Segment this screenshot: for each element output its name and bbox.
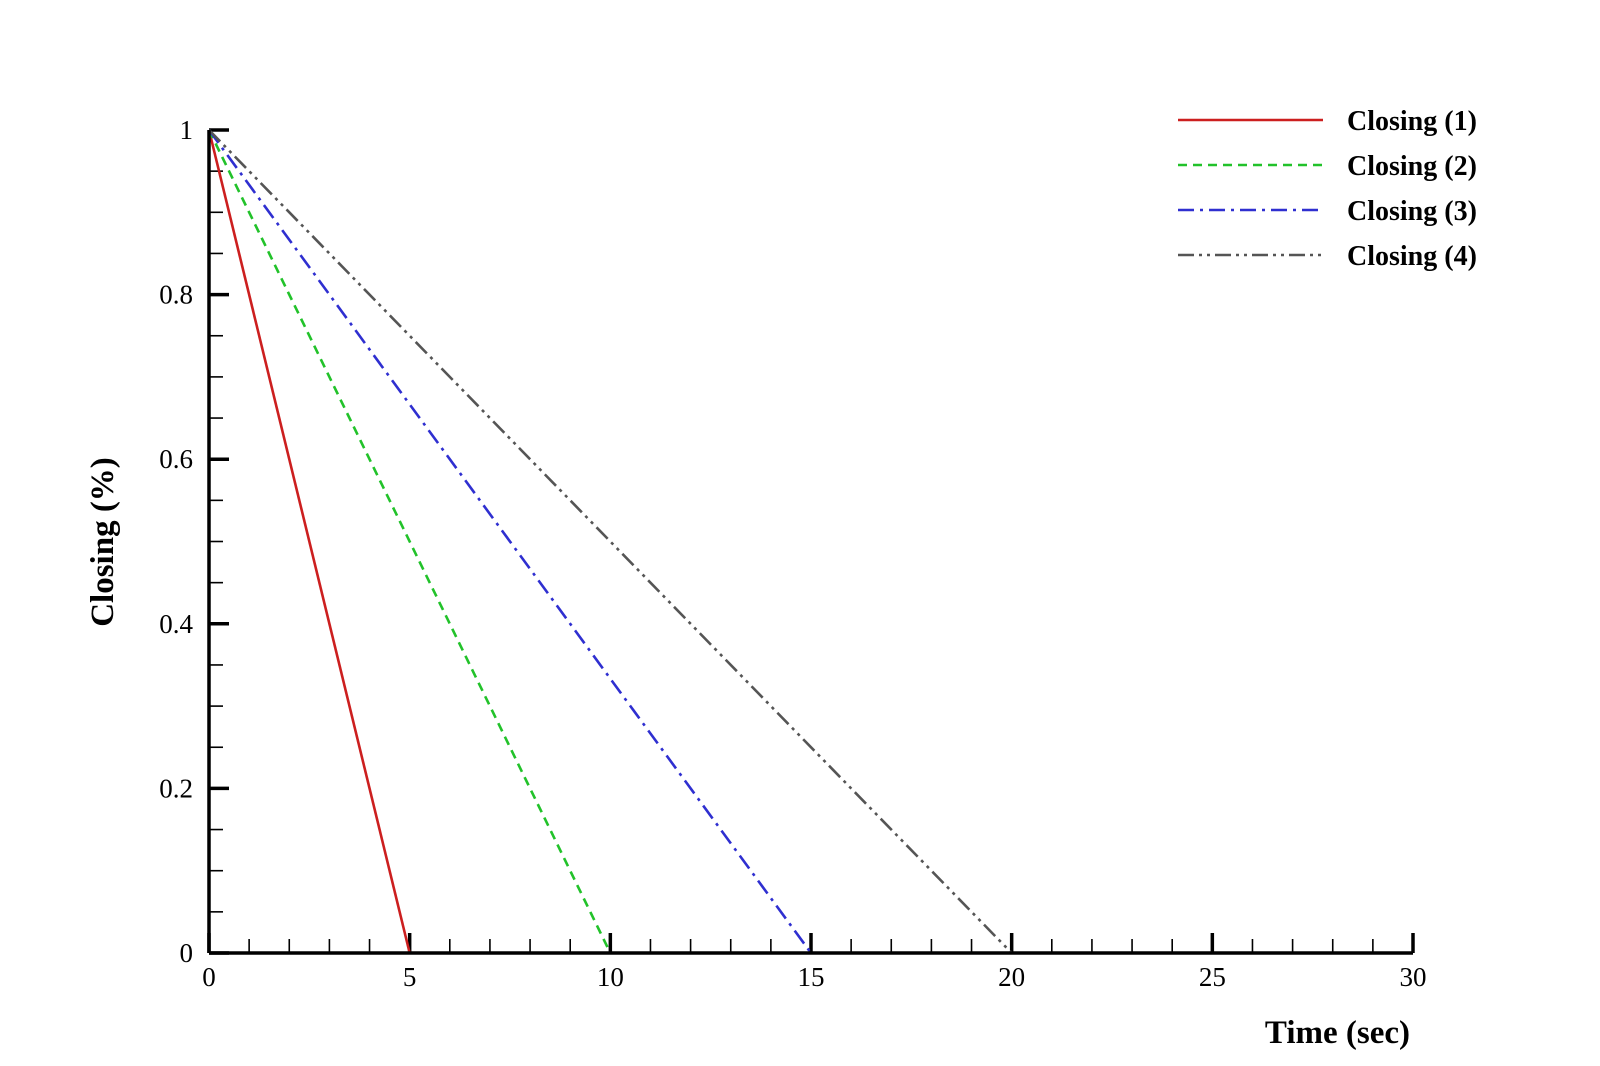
legend: Closing (1) Closing (2) Closing (3) Closing… bbox=[1178, 106, 1477, 272]
x-tick-label: 5 bbox=[403, 962, 417, 992]
y-tick-label: 0 bbox=[180, 938, 194, 968]
legend-label-2: Closing (2) bbox=[1347, 151, 1477, 182]
series-lines bbox=[207, 129, 1013, 954]
x-tick-label: 10 bbox=[597, 962, 624, 992]
x-tick-label: 0 bbox=[202, 962, 216, 992]
series-line-3 bbox=[207, 129, 813, 954]
major-ticks bbox=[207, 128, 1415, 955]
y-tick-label: 0.4 bbox=[159, 609, 193, 639]
legend-label-4: Closing (4) bbox=[1347, 241, 1477, 272]
y-tick-label: 0.6 bbox=[159, 444, 193, 474]
x-tick-labels: 0 5 10 15 20 25 30 bbox=[202, 962, 1426, 992]
y-tick-label: 0.2 bbox=[159, 773, 193, 803]
series-line-4 bbox=[208, 129, 1013, 954]
legend-label-1: Closing (1) bbox=[1347, 106, 1477, 137]
series-line-1 bbox=[207, 129, 411, 954]
series-line-2 bbox=[207, 129, 612, 954]
y-tick-label: 0.8 bbox=[159, 280, 193, 310]
x-tick-label: 20 bbox=[998, 962, 1025, 992]
y-tick-labels: 0 0.2 0.4 0.6 0.8 1 bbox=[159, 115, 193, 968]
y-axis-title: Closing (%) bbox=[85, 457, 121, 627]
x-tick-label: 15 bbox=[798, 962, 825, 992]
x-tick-label: 30 bbox=[1400, 962, 1427, 992]
legend-label-3: Closing (3) bbox=[1347, 196, 1477, 227]
y-tick-label: 1 bbox=[180, 115, 194, 145]
minor-ticks bbox=[209, 170, 1374, 953]
x-axis-title: Time (sec) bbox=[1265, 1015, 1410, 1051]
x-tick-label: 25 bbox=[1199, 962, 1226, 992]
